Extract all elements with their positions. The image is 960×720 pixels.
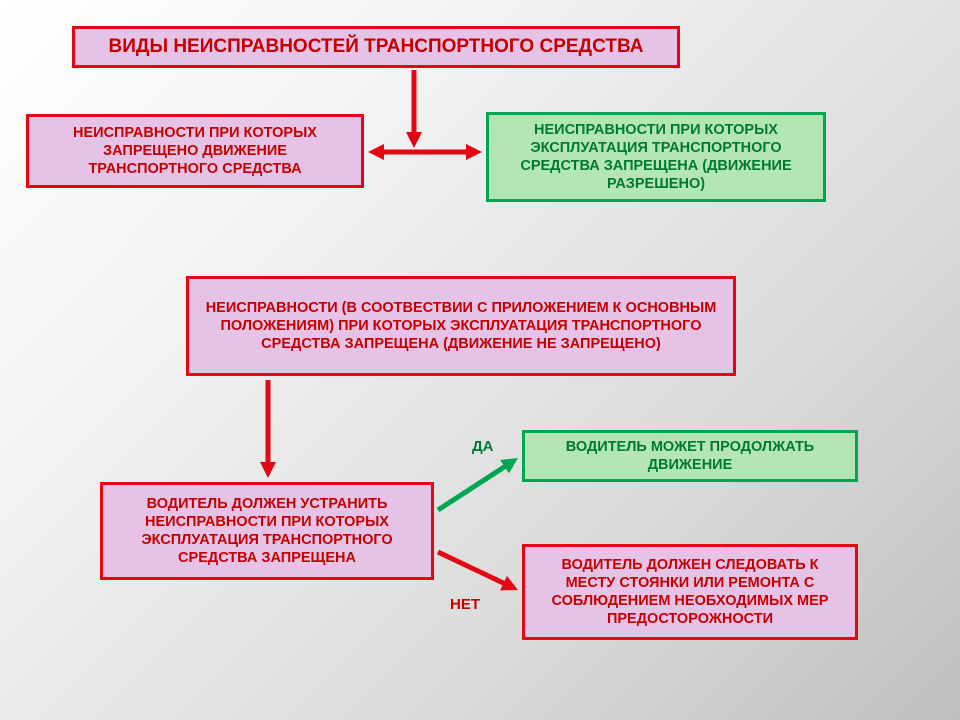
label-yes: ДА	[472, 438, 494, 455]
box-goto-parking: ВОДИТЕЛЬ ДОЛЖЕН СЛЕДОВАТЬ К МЕСТУ СТОЯНК…	[522, 544, 858, 640]
title-box: ВИДЫ НЕИСПРАВНОСТЕЙ ТРАНСПОРТНОГО СРЕДСТ…	[72, 26, 680, 68]
box-prohibited-use: НЕИСПРАВНОСТИ ПРИ КОТОРЫХ ЭКСПЛУАТАЦИЯ Т…	[486, 112, 826, 202]
box-driver-must-fix: ВОДИТЕЛЬ ДОЛЖЕН УСТРАНИТЬ НЕИСПРАВНОСТИ …	[100, 482, 434, 580]
box-prohibited-move: НЕИСПРАВНОСТИ ПРИ КОТОРЫХ ЗАПРЕЩЕНО ДВИЖ…	[26, 114, 364, 188]
box-appendix: НЕИСПРАВНОСТИ (В СООТВЕСТВИИ С ПРИЛОЖЕНИ…	[186, 276, 736, 376]
box-may-continue: ВОДИТЕЛЬ МОЖЕТ ПРОДОЛЖАТЬ ДВИЖЕНИЕ	[522, 430, 858, 482]
label-no: НЕТ	[450, 596, 480, 613]
